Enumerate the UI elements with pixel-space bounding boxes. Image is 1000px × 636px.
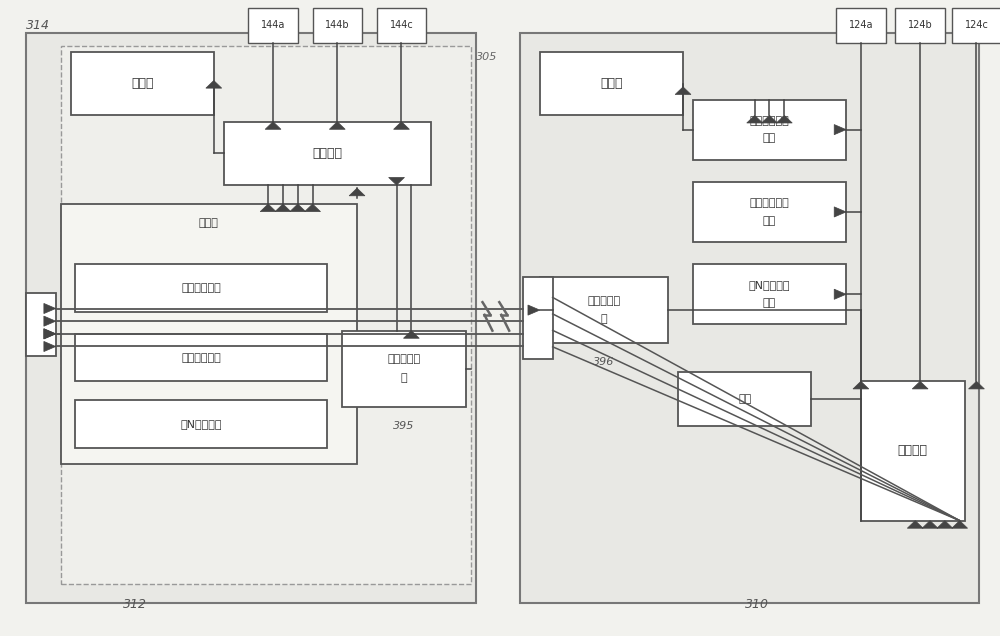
- Polygon shape: [834, 125, 846, 135]
- Bar: [523, 277, 553, 359]
- Bar: [693, 264, 846, 324]
- Text: 124a: 124a: [849, 20, 873, 30]
- Text: 395: 395: [393, 420, 415, 431]
- Bar: [61, 46, 471, 584]
- Bar: [678, 372, 811, 425]
- Polygon shape: [834, 289, 846, 300]
- Polygon shape: [762, 115, 777, 123]
- Text: 第一操作状态: 第一操作状态: [182, 283, 221, 293]
- Polygon shape: [776, 115, 792, 123]
- Polygon shape: [675, 87, 691, 95]
- Text: 显示屏: 显示屏: [131, 77, 153, 90]
- Polygon shape: [44, 303, 56, 314]
- Text: 312: 312: [123, 598, 147, 611]
- Polygon shape: [305, 204, 320, 212]
- Text: 模块: 模块: [763, 134, 776, 144]
- Polygon shape: [952, 521, 968, 529]
- Bar: [342, 331, 466, 406]
- Bar: [75, 264, 327, 312]
- Polygon shape: [275, 204, 291, 212]
- Bar: [693, 182, 846, 242]
- Text: 电源: 电源: [738, 394, 751, 404]
- Text: 存储器: 存储器: [199, 218, 219, 228]
- Text: 124c: 124c: [965, 20, 988, 30]
- Text: 305: 305: [476, 52, 497, 62]
- Text: 显示屏: 显示屏: [600, 77, 623, 90]
- Bar: [224, 121, 431, 185]
- Polygon shape: [44, 329, 56, 339]
- Text: 144c: 144c: [390, 20, 413, 30]
- Bar: [75, 334, 327, 382]
- Bar: [520, 33, 979, 603]
- Text: 第二操作状态: 第二操作状态: [182, 352, 221, 363]
- Polygon shape: [44, 342, 56, 352]
- Polygon shape: [912, 382, 928, 389]
- Text: 块: 块: [601, 314, 607, 324]
- Text: 144b: 144b: [325, 20, 350, 30]
- Bar: [377, 8, 426, 43]
- Polygon shape: [206, 81, 222, 88]
- Text: 无线通信模: 无线通信模: [387, 354, 421, 364]
- Bar: [61, 204, 357, 464]
- Polygon shape: [969, 382, 984, 389]
- Polygon shape: [265, 121, 281, 129]
- Bar: [248, 8, 298, 43]
- Text: 144a: 144a: [261, 20, 285, 30]
- Bar: [861, 382, 965, 521]
- Text: 模块: 模块: [763, 216, 776, 226]
- Polygon shape: [389, 177, 404, 185]
- Polygon shape: [853, 382, 869, 389]
- Polygon shape: [44, 316, 56, 326]
- Bar: [313, 8, 362, 43]
- Bar: [540, 277, 668, 343]
- Polygon shape: [260, 204, 276, 212]
- Bar: [836, 8, 886, 43]
- Text: 无线通信模: 无线通信模: [587, 296, 621, 306]
- Text: 控制模块: 控制模块: [898, 445, 928, 457]
- Polygon shape: [907, 521, 923, 529]
- Text: 314: 314: [26, 19, 50, 32]
- Text: 第N操作状态: 第N操作状态: [181, 419, 222, 429]
- Bar: [71, 52, 214, 115]
- Text: 396: 396: [593, 357, 615, 368]
- Bar: [540, 52, 683, 115]
- Text: 块: 块: [401, 373, 407, 383]
- Polygon shape: [834, 207, 846, 217]
- Polygon shape: [528, 305, 540, 315]
- Polygon shape: [403, 331, 419, 338]
- Polygon shape: [290, 204, 306, 212]
- Text: 模块: 模块: [763, 298, 776, 308]
- Polygon shape: [394, 121, 409, 129]
- Bar: [693, 100, 846, 160]
- Polygon shape: [44, 329, 56, 339]
- Polygon shape: [922, 521, 938, 529]
- Bar: [895, 8, 945, 43]
- Bar: [26, 33, 476, 603]
- Text: 第N数据处理: 第N数据处理: [749, 280, 790, 291]
- Bar: [26, 293, 56, 356]
- Polygon shape: [747, 115, 763, 123]
- Text: 124b: 124b: [908, 20, 933, 30]
- Polygon shape: [349, 188, 365, 196]
- Bar: [75, 400, 327, 448]
- Text: 第二数据处理: 第二数据处理: [750, 198, 789, 208]
- Text: 第一数据处理: 第一数据处理: [750, 116, 789, 126]
- Text: 310: 310: [745, 598, 769, 611]
- Polygon shape: [329, 121, 345, 129]
- Text: 微处理器: 微处理器: [312, 147, 342, 160]
- Polygon shape: [937, 521, 953, 529]
- Bar: [952, 8, 1000, 43]
